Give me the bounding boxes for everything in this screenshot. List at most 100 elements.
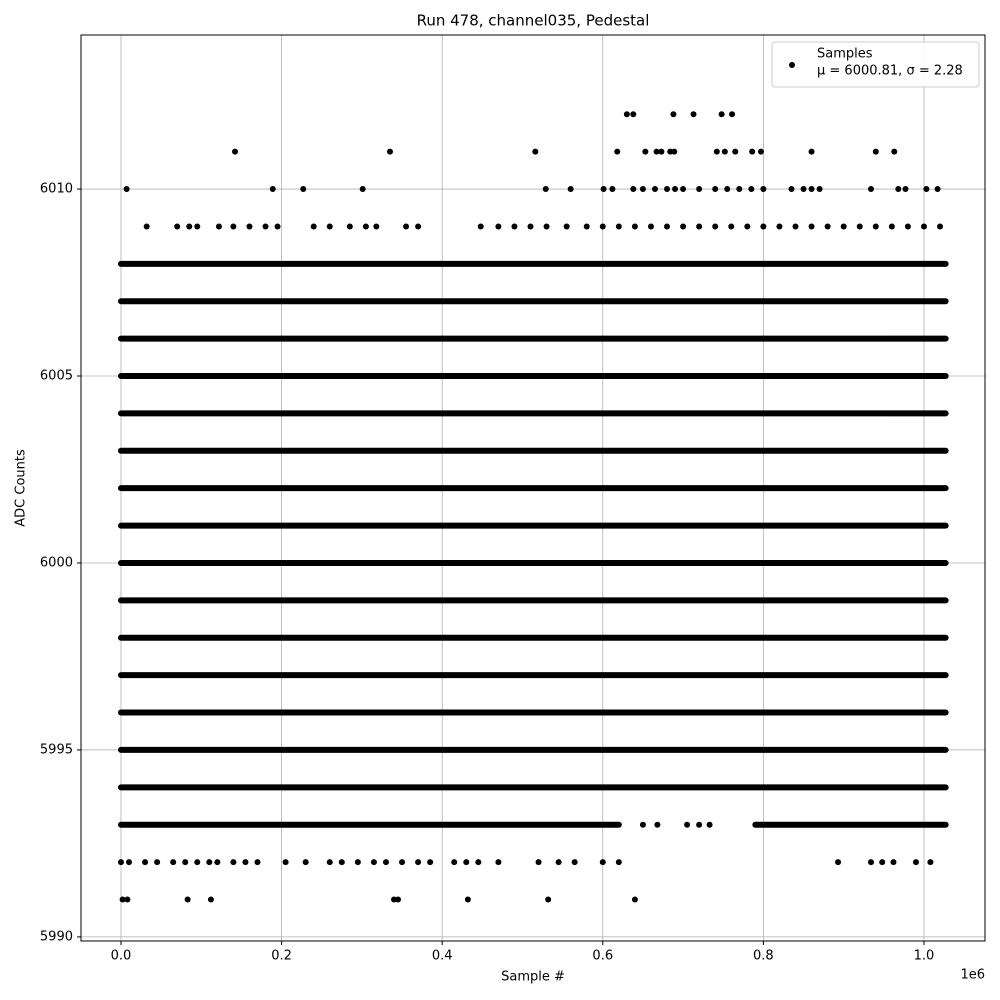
y-tick-label: 6010: [40, 182, 73, 197]
x-tick-label: 0.6: [592, 949, 613, 964]
sample-point: [684, 821, 691, 828]
sample-point: [749, 148, 756, 155]
sample-point: [545, 896, 552, 903]
sample-point: [338, 859, 345, 866]
sample-point: [599, 223, 606, 230]
sample-point: [599, 859, 606, 866]
sample-point: [232, 148, 239, 155]
plot-frame: [80, 34, 986, 942]
y-tick-label: 5990: [40, 929, 73, 944]
sample-point: [672, 186, 679, 193]
sample-point: [170, 859, 177, 866]
sample-point: [800, 186, 807, 193]
sample-point: [856, 223, 863, 230]
sample-point: [123, 186, 130, 193]
sample-point: [937, 223, 944, 230]
sample-point: [895, 186, 902, 193]
sample-point: [888, 223, 895, 230]
sample-point: [567, 186, 574, 193]
sample-point: [760, 186, 767, 193]
sample-point: [680, 223, 687, 230]
sample-point: [403, 223, 410, 230]
sample-point: [718, 111, 725, 118]
x-tick-label: 0.8: [753, 949, 774, 964]
sample-point: [696, 186, 703, 193]
sample-point: [563, 223, 570, 230]
sample-point: [310, 223, 317, 230]
sample-point: [300, 186, 307, 193]
sample-point: [696, 223, 703, 230]
sample-point: [254, 859, 261, 866]
sample-point: [495, 859, 502, 866]
sample-point: [571, 859, 578, 866]
sample-point: [671, 148, 678, 155]
sample-point: [776, 223, 783, 230]
sample-point: [840, 223, 847, 230]
sample-point: [902, 186, 909, 193]
sample-point: [891, 148, 898, 155]
x-tick-label: 0.0: [111, 949, 132, 964]
sample-point: [654, 821, 661, 828]
x-tick-label: 1.0: [914, 949, 935, 964]
sample-point: [214, 859, 221, 866]
sample-point: [744, 223, 751, 230]
sample-point: [670, 111, 677, 118]
sample-point: [326, 859, 333, 866]
sample-point: [615, 859, 622, 866]
sample-point: [215, 223, 222, 230]
sample-point: [399, 859, 406, 866]
sample-point: [609, 186, 616, 193]
sample-point: [142, 859, 149, 866]
sample-point: [642, 148, 649, 155]
sample-point: [542, 186, 549, 193]
sample-point: [927, 859, 934, 866]
sample-point: [535, 859, 542, 866]
sample-point: [729, 111, 736, 118]
sample-point: [230, 859, 237, 866]
sample-point: [736, 186, 743, 193]
x-tick-label: 0.4: [432, 949, 453, 964]
sample-point: [631, 223, 638, 230]
sample-point: [126, 859, 133, 866]
sample-point: [712, 223, 719, 230]
sample-point: [382, 859, 389, 866]
sample-point: [690, 111, 697, 118]
sample-point: [464, 896, 471, 903]
sample-point: [696, 821, 703, 828]
sample-point: [119, 896, 126, 903]
sample-point: [555, 859, 562, 866]
sample-point: [748, 186, 755, 193]
sample-point: [495, 223, 502, 230]
sample-point: [706, 821, 713, 828]
sample-point: [816, 186, 823, 193]
sample-point: [182, 859, 189, 866]
sample-point: [934, 186, 941, 193]
sample-point: [194, 859, 201, 866]
sample-point: [808, 186, 815, 193]
sample-point: [475, 859, 482, 866]
sample-point: [230, 223, 237, 230]
sample-point: [788, 186, 795, 193]
sample-point: [614, 148, 621, 155]
sample-point: [326, 223, 333, 230]
sample-point: [282, 859, 289, 866]
sample-point: [835, 859, 842, 866]
y-tick-label: 6000: [40, 555, 73, 570]
sample-point: [904, 223, 911, 230]
sample-point: [680, 186, 687, 193]
sample-point: [631, 896, 638, 903]
sample-point: [370, 859, 377, 866]
sample-point: [373, 223, 380, 230]
sample-point: [600, 186, 607, 193]
sample-point: [262, 223, 269, 230]
sample-point: [890, 859, 897, 866]
sample-point: [386, 148, 393, 155]
sample-point: [143, 223, 150, 230]
x-axis-label: Sample #: [501, 970, 565, 985]
legend-label: Samples: [817, 47, 873, 62]
legend: Samples μ = 6000.81, σ = 2.28: [771, 41, 980, 88]
sample-point: [630, 186, 637, 193]
sample-point: [583, 223, 590, 230]
legend-note: μ = 6000.81, σ = 2.28: [817, 64, 963, 79]
